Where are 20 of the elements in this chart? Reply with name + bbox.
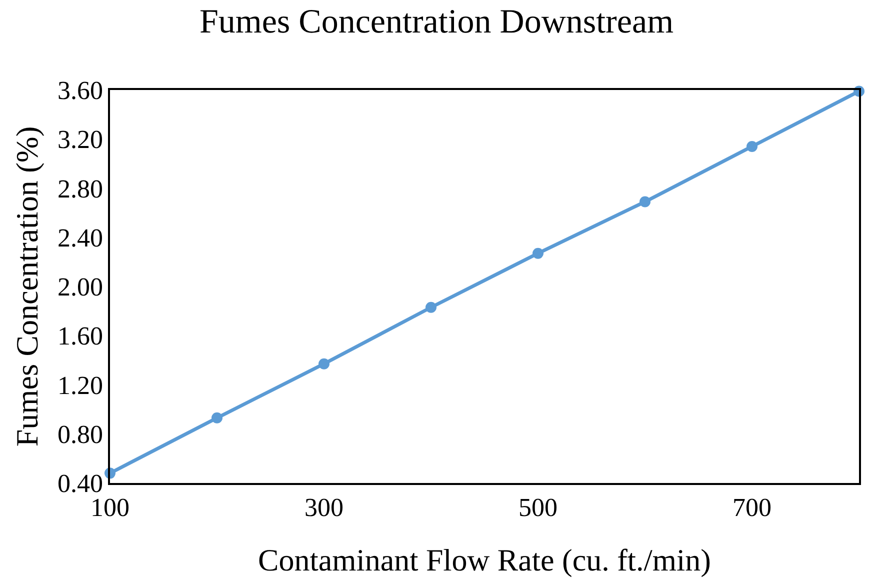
chart-title: Fumes Concentration Downstream: [199, 4, 674, 41]
y-tick-label: 1.60: [58, 322, 104, 351]
point: [318, 358, 330, 370]
y-tick-label: 3.20: [58, 125, 104, 154]
point: [746, 140, 758, 152]
x-tick-label: 300: [304, 492, 344, 522]
y-axis-title: Fumes Concentration (%): [10, 126, 45, 447]
y-tick-label: 1.20: [58, 370, 104, 400]
y-tick-label: 2.80: [58, 174, 104, 204]
point: [532, 248, 544, 259]
y-tick-label: 0.80: [58, 420, 104, 449]
x-tick-label: 500: [518, 492, 558, 522]
point: [640, 196, 650, 208]
x-axis-title: Contaminant Flow Rate (cu. ft./min): [258, 542, 711, 578]
x-tick-label: 700: [732, 492, 772, 522]
point: [426, 302, 436, 313]
y-tick-label: 2.40: [58, 223, 104, 252]
point: [212, 412, 222, 424]
y-tick-label: 3.60: [58, 76, 104, 106]
y-tick-label: 2.00: [58, 272, 104, 302]
